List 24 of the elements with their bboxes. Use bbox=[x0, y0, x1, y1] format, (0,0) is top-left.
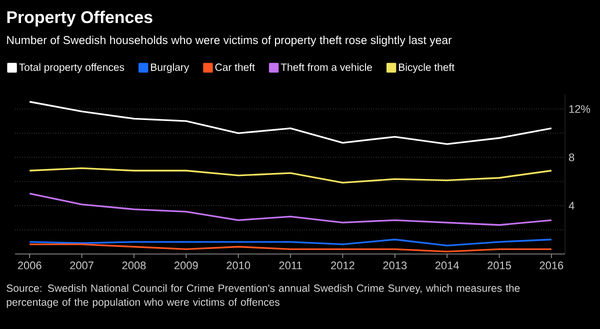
y-tick-label: 4 bbox=[568, 202, 574, 210]
legend-label: Bicycle theft bbox=[399, 63, 454, 73]
x-tick-label: 2011 bbox=[279, 262, 302, 270]
x-tick-label: 2015 bbox=[488, 262, 511, 270]
legend-label: Theft from a vehicle bbox=[280, 63, 372, 71]
x-tick-label: 2008 bbox=[122, 262, 146, 270]
y-tick-label: 12% bbox=[569, 105, 590, 113]
line-series bbox=[28, 167, 552, 184]
legend-label: Car theft bbox=[215, 63, 255, 71]
x-tick-label: 2007 bbox=[70, 262, 94, 270]
x-tick-label: 2006 bbox=[18, 262, 42, 270]
chart-subtitle: Number of Swedish households who were victims of property theft rose slightly last year bbox=[7, 36, 452, 46]
x-tick-label: 2010 bbox=[226, 262, 250, 270]
legend-label: Total property offences bbox=[19, 63, 124, 73]
source-note: Source: Swedish National Council for Crime Prevention's annual Swedish Crime Survey, which measures the percentage of the population who were victims of offences bbox=[6, 284, 520, 308]
x-tick-label: 2016 bbox=[540, 262, 564, 270]
x-tick-label: 2009 bbox=[174, 262, 198, 270]
legend-label: Burglary bbox=[151, 63, 190, 73]
x-tick-label: 2013 bbox=[383, 262, 407, 270]
x-tick-label: 2012 bbox=[331, 262, 354, 270]
y-tick-label: 8 bbox=[569, 153, 574, 162]
x-tick-label: 2014 bbox=[435, 262, 459, 270]
chart-title: Property Offences bbox=[7, 10, 152, 27]
line-series bbox=[28, 100, 552, 145]
